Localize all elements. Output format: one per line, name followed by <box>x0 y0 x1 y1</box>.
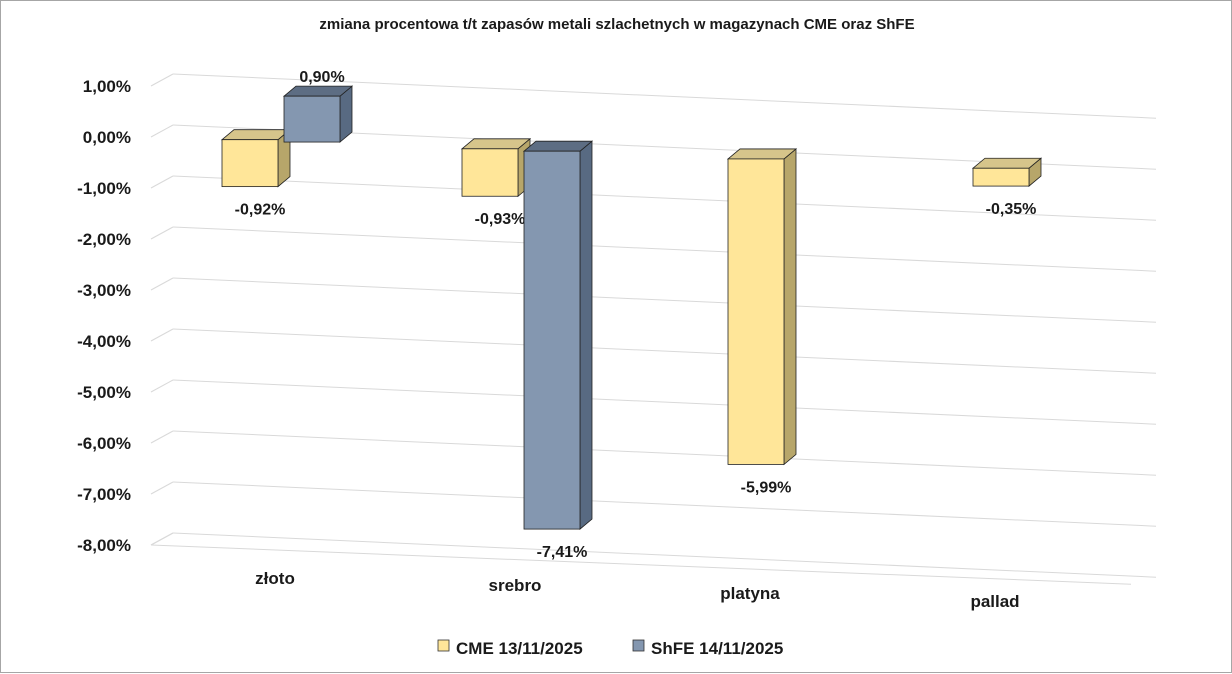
bar-cme-platyna: -5,99% <box>726 148 798 496</box>
data-label: -0,92% <box>235 202 286 219</box>
gridline-side <box>150 328 174 342</box>
gridline <box>172 73 1157 119</box>
bar-side <box>783 148 797 466</box>
bar-cme-złoto: -0,92% <box>220 128 292 219</box>
gridline <box>172 532 1157 578</box>
gridlines <box>150 73 1157 585</box>
bar-top <box>522 140 594 152</box>
y-tick-label: -6,00% <box>77 434 131 453</box>
legend-swatch-shfe <box>632 639 645 652</box>
gridline <box>172 226 1157 272</box>
gridline-side <box>150 226 174 240</box>
data-label: -0,35% <box>986 201 1037 218</box>
gridline <box>172 328 1157 374</box>
legend-swatch-cme <box>437 639 450 652</box>
bar-cme-srebro: -0,93% <box>460 137 532 228</box>
bar-top <box>726 148 798 160</box>
gridline <box>172 277 1157 323</box>
gridline <box>172 379 1157 425</box>
category-labels: złoto srebro platyna pallad <box>255 569 1019 611</box>
y-tick-label: -3,00% <box>77 281 131 300</box>
data-label: -0,93% <box>475 211 526 228</box>
legend-label-shfe: ShFE 14/11/2025 <box>651 639 783 658</box>
category-label: platyna <box>720 584 780 603</box>
bar-side <box>579 140 593 530</box>
category-label: pallad <box>970 592 1019 611</box>
gridline-side <box>150 175 174 189</box>
gridline-side <box>150 277 174 291</box>
y-axis-ticks: 1,00% 0,00% -1,00% -2,00% -3,00% -4,00% -5,00%… <box>77 77 131 555</box>
bar-front <box>461 148 519 197</box>
y-tick-label: -7,00% <box>77 485 131 504</box>
bar-top <box>282 85 354 97</box>
gridline <box>172 430 1157 476</box>
gridline-side <box>150 481 174 495</box>
bar-cme-pallad: -0,35% <box>971 157 1043 218</box>
bar-top <box>220 129 292 141</box>
bar-front <box>972 167 1030 187</box>
chart-title: zmiana procentowa t/t zapasów metali szl… <box>319 16 914 33</box>
floor-edge <box>150 532 174 546</box>
y-tick-label: 1,00% <box>83 77 131 96</box>
y-tick-label: -4,00% <box>77 332 131 351</box>
bar-front <box>523 150 581 530</box>
category-label: srebro <box>489 576 542 595</box>
gridline-side <box>150 124 174 138</box>
category-label: złoto <box>255 569 295 588</box>
bar-front <box>727 158 785 465</box>
bar-front <box>283 95 341 143</box>
floor-line <box>150 544 1132 585</box>
gridline-side <box>150 430 174 444</box>
gridline <box>172 481 1157 527</box>
bar-shfe-srebro: -7,41% <box>522 140 594 561</box>
data-label: -7,41% <box>537 544 588 561</box>
bar-top <box>971 157 1043 169</box>
gridline-side <box>150 73 174 87</box>
y-tick-label: -1,00% <box>77 179 131 198</box>
data-label: 0,90% <box>299 69 344 86</box>
legend: CME 13/11/2025 ShFE 14/11/2025 <box>437 639 783 658</box>
y-tick-label: -8,00% <box>77 536 131 555</box>
y-tick-label: 0,00% <box>83 128 131 147</box>
gridline <box>172 175 1157 221</box>
data-label: -5,99% <box>741 479 792 496</box>
y-tick-label: -5,00% <box>77 383 131 402</box>
bar-front <box>221 139 279 188</box>
bars: -0,92% -0,93% -5,99% -0,35% 0,90% -7,41% <box>220 69 1043 561</box>
bar-shfe-złoto: 0,90% <box>282 69 354 143</box>
y-tick-label: -2,00% <box>77 230 131 249</box>
legend-label-cme: CME 13/11/2025 <box>456 639 583 658</box>
bar-top <box>460 138 532 150</box>
gridline-side <box>150 379 174 393</box>
